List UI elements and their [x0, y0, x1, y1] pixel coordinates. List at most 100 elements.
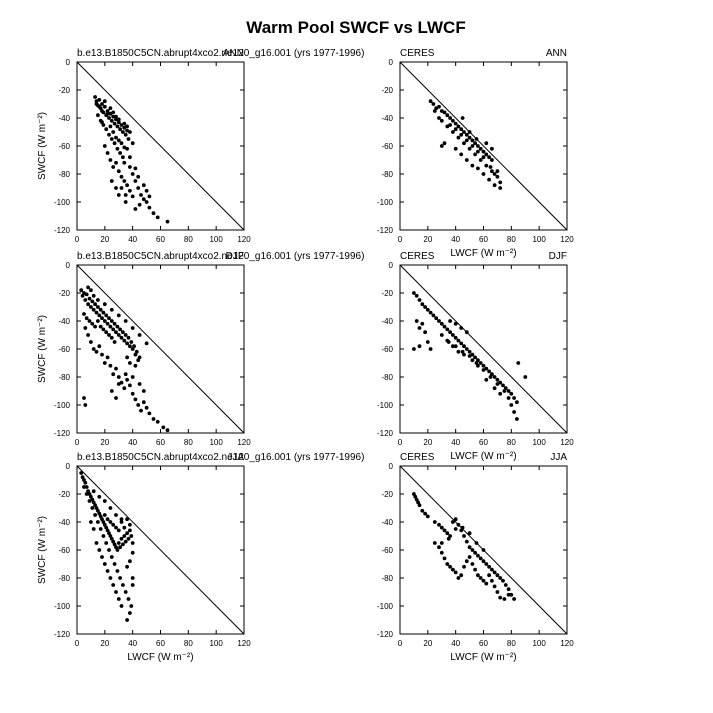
y-tick-label: -20 — [381, 86, 393, 95]
y-tick-label: -80 — [381, 574, 393, 583]
data-point — [487, 369, 491, 374]
panel-model-ann: 0 20 40 60 80 100 120 0 -20 -40 -60 -80 -100 -120 b.e1… — [37, 48, 364, 244]
data-point — [82, 396, 86, 400]
data-point — [84, 292, 89, 297]
data-point — [96, 298, 100, 302]
data-point — [123, 132, 128, 137]
y-tick-label: -100 — [377, 602, 394, 611]
data-point — [437, 545, 441, 550]
data-point — [495, 573, 500, 578]
data-point — [90, 299, 95, 304]
data-point — [93, 513, 97, 517]
data-point — [108, 520, 113, 524]
data-point — [490, 578, 494, 583]
data-point — [478, 576, 483, 580]
panel-model-jja: 0 20 40 60 80 100 120 0 -20 -40 -60 -80 -100 -120 b.e1… — [37, 452, 364, 663]
data-point — [448, 123, 452, 127]
data-point — [161, 425, 166, 430]
figure-title: Warm Pool SWCF vs LWCF — [246, 18, 465, 37]
data-point — [119, 141, 124, 146]
y-tick-label: -120 — [54, 226, 71, 235]
data-point — [470, 358, 475, 363]
data-point — [503, 583, 508, 587]
panel-season-label: JJA — [550, 452, 567, 463]
data-point — [86, 333, 90, 337]
data-point — [102, 99, 107, 104]
data-point — [442, 528, 447, 533]
data-point — [495, 169, 500, 174]
data-point — [474, 361, 479, 365]
panel-season-label: DJF — [226, 251, 244, 262]
data-point — [451, 130, 455, 134]
data-point — [102, 562, 107, 566]
data-point — [432, 109, 437, 113]
y-tick-label: -20 — [381, 289, 393, 298]
data-point — [130, 541, 135, 545]
data-point — [134, 349, 139, 354]
data-point — [130, 141, 135, 146]
data-point — [119, 123, 124, 127]
data-point — [97, 97, 102, 102]
data-point — [127, 188, 132, 193]
data-point — [451, 118, 455, 123]
data-point — [116, 528, 121, 533]
data-point — [412, 492, 416, 496]
y-tick-label: 0 — [66, 261, 71, 270]
data-point — [136, 403, 141, 407]
data-point — [127, 559, 132, 564]
y-tick-label: -100 — [54, 198, 71, 207]
data-point — [87, 492, 92, 496]
data-point — [94, 349, 99, 354]
y-tick-label: -80 — [58, 574, 70, 583]
data-point — [481, 172, 486, 176]
data-point — [459, 127, 464, 132]
data-point — [105, 321, 110, 326]
data-point — [101, 327, 106, 332]
data-point — [116, 193, 121, 197]
scatter-points — [93, 95, 170, 224]
data-point — [420, 302, 425, 307]
data-point — [127, 383, 132, 388]
data-point — [487, 155, 491, 160]
x-tick-label: 60 — [479, 639, 488, 648]
data-point — [523, 375, 528, 379]
x-tick-label: 20 — [423, 438, 432, 447]
y-tick-label: -40 — [58, 317, 70, 326]
panel-left-label: b.e13.B1850C5CN.abrupt4xco2.ne120_g16.00… — [77, 251, 364, 262]
data-point — [492, 584, 497, 589]
data-point — [442, 141, 447, 146]
panels: 0 20 40 60 80 100 120 0 -20 -40 -60 -80 -100 -120 b.e1… — [37, 48, 574, 663]
y-tick-label: -100 — [377, 401, 394, 410]
data-point — [127, 344, 132, 349]
data-point — [122, 534, 127, 538]
data-point — [116, 382, 121, 386]
data-point — [114, 366, 118, 371]
data-point — [101, 534, 106, 538]
data-point — [490, 169, 494, 174]
data-point — [89, 520, 93, 524]
data-point — [122, 121, 127, 126]
data-point — [123, 193, 128, 197]
y-tick-label: -80 — [58, 170, 70, 179]
data-point — [490, 158, 494, 162]
data-point — [498, 576, 503, 580]
data-point — [96, 305, 100, 309]
data-point — [413, 494, 418, 499]
data-point — [467, 130, 472, 134]
data-point — [137, 333, 142, 337]
data-point — [100, 102, 104, 106]
data-point — [453, 344, 458, 349]
data-point — [439, 525, 444, 530]
x-tick-label: 40 — [451, 235, 460, 244]
data-point — [484, 141, 489, 146]
data-point — [141, 400, 146, 405]
data-point — [122, 179, 127, 183]
data-point — [129, 340, 134, 344]
x-tick-label: 20 — [100, 438, 109, 447]
data-point — [451, 520, 455, 524]
reference-line — [399, 61, 568, 231]
data-point — [434, 106, 439, 111]
x-tick-label: 0 — [398, 235, 403, 244]
data-point — [108, 158, 113, 162]
